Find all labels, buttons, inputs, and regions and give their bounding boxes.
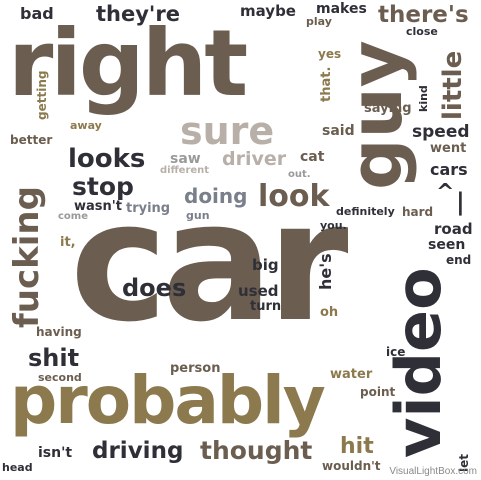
word-speed: speed <box>412 122 470 142</box>
word-water: water <box>330 367 373 382</box>
word-end: end <box>446 253 472 267</box>
word-different: different <box>160 165 210 176</box>
word-stop: stop <box>72 172 134 201</box>
word-shit: shit <box>28 344 80 372</box>
word-looks: looks <box>68 144 146 174</box>
word-little: little <box>438 50 468 120</box>
word-seen: seen <box>428 237 466 253</box>
watermark-text: VisualLightBox.com <box>389 466 477 477</box>
word-better: better <box>10 133 53 147</box>
word-second: second <box>38 371 82 384</box>
word-person: person <box>170 361 221 376</box>
word-theyre: they're <box>96 2 180 26</box>
word-head: head <box>2 461 33 474</box>
word-sure: sure <box>180 109 275 153</box>
word-oh: oh <box>320 305 339 320</box>
word-used: used <box>238 282 279 300</box>
word-look: look <box>258 179 330 214</box>
word-makes: makes <box>316 1 367 17</box>
word-wasnt: wasn't <box>74 199 122 214</box>
word-cars: cars <box>430 160 468 179</box>
word-right: right <box>8 10 248 117</box>
word-saying: saying <box>364 101 412 116</box>
word-hit: hit <box>340 434 374 459</box>
word-big: big <box>252 256 279 274</box>
word-having: having <box>36 325 82 339</box>
word-bad: bad <box>20 4 54 23</box>
word-driver: driver <box>222 148 287 170</box>
word-theres: there's <box>378 2 469 28</box>
word-it: it, <box>60 235 76 250</box>
word-able: able <box>118 307 147 321</box>
word-cat: cat <box>300 149 325 165</box>
word-isnt: isn't <box>38 445 73 461</box>
word-hard: hard <box>402 205 434 219</box>
word-said: said <box>322 123 355 139</box>
word-kind: kind <box>417 85 430 112</box>
word-bar: | <box>456 188 465 216</box>
word-doing: doing <box>184 184 248 208</box>
word-road: road <box>434 220 473 238</box>
word-maybe: maybe <box>240 2 296 20</box>
word-play: play <box>306 15 332 28</box>
word-ice: ice <box>386 345 406 359</box>
word-yes: yes <box>318 47 342 61</box>
word-wouldnt: wouldn't <box>322 459 381 473</box>
word-you: you. <box>320 219 347 232</box>
word-gun: gun <box>186 209 210 222</box>
word-saw: saw <box>170 151 201 167</box>
word-trying: trying <box>126 201 171 216</box>
word-come: come <box>58 211 88 222</box>
word-away: away <box>70 119 102 132</box>
word-point: point <box>360 385 396 399</box>
word-turn: turn <box>250 299 282 314</box>
word-went: went <box>430 141 467 156</box>
word-close: close <box>406 25 438 38</box>
word-video: video <box>382 267 455 458</box>
word-does: does <box>122 274 187 302</box>
word-that: that. <box>319 66 334 102</box>
word-definitely: definitely <box>336 205 395 218</box>
word-thought: thought <box>200 436 313 465</box>
word-driving: driving <box>92 438 184 464</box>
word-probably: probably <box>10 362 326 439</box>
word-caret: ^ <box>436 180 455 205</box>
word-out: out. <box>288 169 311 180</box>
word-fucking: fucking <box>7 186 47 328</box>
word-car: car <box>70 166 349 358</box>
word-hes: he's <box>316 253 335 290</box>
word-getting: getting <box>35 70 49 120</box>
